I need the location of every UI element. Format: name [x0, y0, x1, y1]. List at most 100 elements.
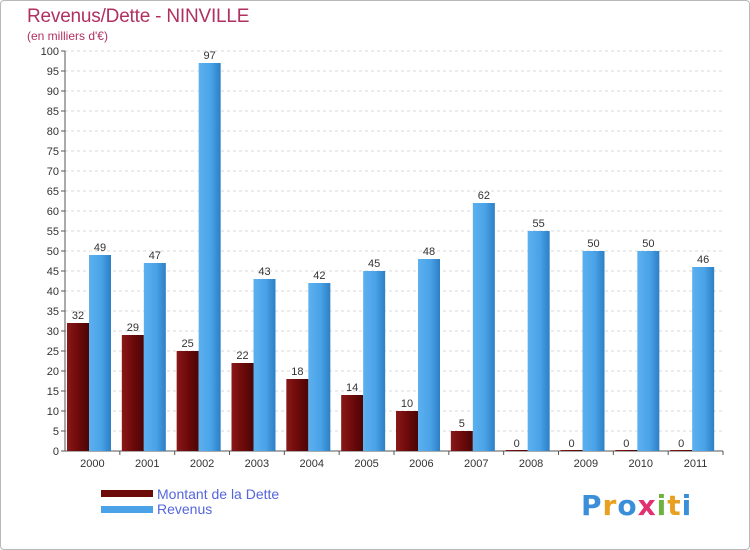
- grid-lines: [65, 50, 723, 432]
- y-tick-label-0: 0: [53, 446, 59, 458]
- data-label-debt-2010: 0: [623, 438, 629, 450]
- bar-revenus-2007: [472, 203, 495, 451]
- data-label-revenus-2003: 43: [258, 266, 270, 278]
- data-label-revenus-2006: 48: [423, 246, 435, 258]
- data-labels: 32 49 29 47 25 97 22 43 18 42 14 45 10 48 5 62 0 55 0 50 0 50…: [72, 50, 709, 450]
- x-tick-label-2010: 2010: [629, 458, 653, 470]
- x-tick-label-2008: 2008: [519, 458, 543, 470]
- y-tick-label-90: 90: [47, 86, 59, 98]
- proxiti-logo: Proxiti: [581, 489, 692, 522]
- logo-letter: i: [681, 489, 693, 522]
- data-label-debt-2002: 25: [182, 338, 194, 350]
- bar-debt-2007: [450, 431, 473, 451]
- x-tick-label-2003: 2003: [245, 458, 269, 470]
- y-tick-label-80: 80: [47, 126, 59, 138]
- data-label-revenus-2005: 45: [368, 258, 380, 270]
- data-label-revenus-2008: 55: [533, 218, 545, 230]
- bar-debt-2004: [286, 379, 309, 451]
- bar-debt-2010: [615, 450, 638, 451]
- y-tick-label-50: 50: [47, 246, 59, 258]
- data-label-debt-2009: 0: [568, 438, 574, 450]
- y-tick-label-20: 20: [47, 366, 59, 378]
- bar-revenus-2005: [363, 271, 386, 451]
- data-label-debt-2007: 5: [459, 418, 465, 430]
- logo-letter: r: [602, 489, 618, 522]
- y-tick-label-5: 5: [53, 426, 59, 438]
- y-tick-label-10: 10: [47, 406, 59, 418]
- y-tick-label-25: 25: [47, 346, 59, 358]
- data-label-debt-2004: 18: [291, 366, 303, 378]
- y-tick-label-55: 55: [47, 226, 59, 238]
- bar-debt-2005: [341, 395, 364, 451]
- bar-revenus-2006: [418, 259, 440, 451]
- legend-swatch-revenus: [101, 506, 153, 513]
- y-tick-label-70: 70: [47, 166, 59, 178]
- y-tick-label-100: 100: [41, 46, 59, 58]
- y-tick-label-95: 95: [47, 66, 59, 78]
- logo-letter: x: [637, 489, 657, 522]
- bar-debt-2001: [121, 335, 144, 451]
- bar-debt-2009: [560, 450, 583, 451]
- bar-revenus-2009: [582, 251, 605, 451]
- data-label-debt-2008: 0: [514, 438, 520, 450]
- x-tick-label-2001: 2001: [135, 458, 159, 470]
- data-label-debt-2000: 32: [72, 310, 84, 322]
- data-label-revenus-2011: 46: [697, 254, 709, 266]
- bar-revenus-2001: [143, 263, 166, 451]
- y-tick-label-60: 60: [47, 206, 59, 218]
- logo-letter: P: [581, 489, 603, 522]
- data-label-debt-2003: 22: [236, 350, 248, 362]
- data-label-revenus-2000: 49: [94, 242, 106, 254]
- legend-label-revenus: Revenus: [157, 501, 213, 517]
- x-tick-label-2011: 2011: [684, 458, 708, 470]
- x-tick-label-2005: 2005: [354, 458, 378, 470]
- logo-letter: i: [656, 489, 668, 522]
- bar-revenus-2002: [198, 63, 221, 451]
- chart-subtitle: (en milliers d'€): [27, 29, 108, 43]
- data-label-revenus-2004: 42: [313, 270, 325, 282]
- y-tick-label-65: 65: [47, 186, 59, 198]
- data-label-revenus-2007: 62: [478, 190, 490, 202]
- x-tick-label-2009: 2009: [574, 458, 598, 470]
- bar-revenus-2000: [89, 255, 111, 451]
- x-tick-label-2000: 2000: [80, 458, 104, 470]
- data-label-revenus-2009: 50: [587, 238, 599, 250]
- bar-revenus-2004: [308, 283, 331, 451]
- x-tick-label-2004: 2004: [300, 458, 324, 470]
- chart-title: Revenus/Dette - NINVILLE: [27, 6, 250, 27]
- bar-debt-2003: [231, 363, 254, 451]
- x-tick-label-2006: 2006: [409, 458, 433, 470]
- bar-debt-2000: [67, 323, 89, 451]
- bar-revenus-2008: [527, 231, 550, 451]
- data-label-debt-2011: 0: [678, 438, 684, 450]
- bar-debt-2002: [176, 351, 199, 451]
- bars: [67, 63, 715, 451]
- x-tick-label-2002: 2002: [190, 458, 214, 470]
- y-tick-label-40: 40: [47, 286, 59, 298]
- bar-revenus-2010: [637, 251, 660, 451]
- data-label-revenus-2001: 47: [149, 250, 161, 262]
- y-tick-label-30: 30: [47, 326, 59, 338]
- data-label-revenus-2002: 97: [204, 50, 216, 62]
- data-label-debt-2001: 29: [127, 322, 139, 334]
- logo-letter: t: [667, 489, 682, 522]
- bar-revenus-2003: [253, 279, 276, 451]
- data-label-revenus-2010: 50: [642, 238, 654, 250]
- legend-label-debt: Montant de la Dette: [157, 486, 280, 502]
- axes: 0510152025303540455055606570758085909510…: [41, 46, 724, 470]
- legend-swatch-debt: [101, 490, 153, 497]
- y-tick-label-15: 15: [47, 386, 59, 398]
- bar-debt-2006: [396, 411, 418, 451]
- y-tick-label-35: 35: [47, 306, 59, 318]
- bar-revenus-2011: [692, 267, 715, 451]
- y-tick-label-85: 85: [47, 106, 59, 118]
- y-tick-label-75: 75: [47, 146, 59, 158]
- y-tick-label-45: 45: [47, 266, 59, 278]
- bar-debt-2011: [670, 450, 693, 451]
- data-label-debt-2006: 10: [401, 398, 413, 410]
- bar-debt-2008: [505, 450, 528, 451]
- data-label-debt-2005: 14: [346, 382, 358, 394]
- x-tick-label-2007: 2007: [464, 458, 488, 470]
